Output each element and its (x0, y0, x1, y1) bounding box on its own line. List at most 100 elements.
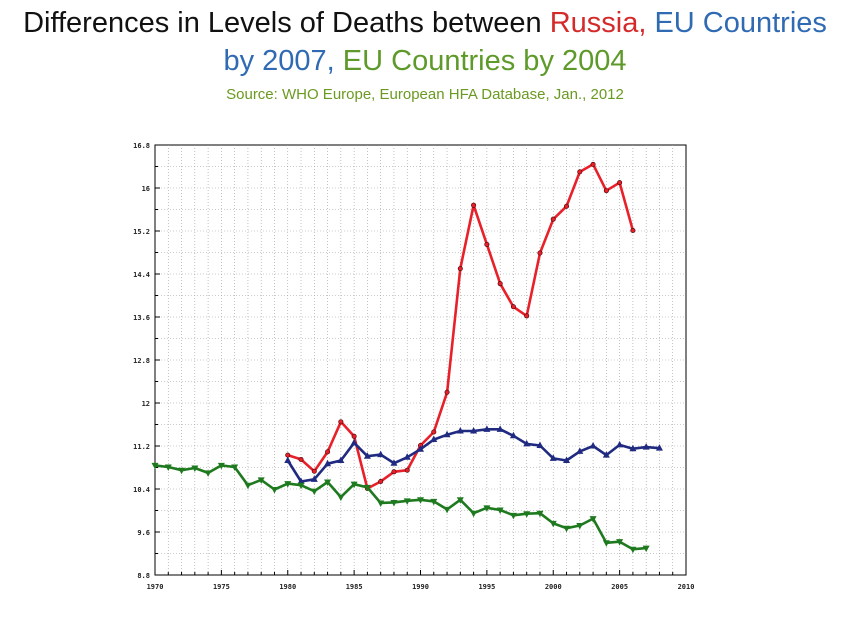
data-point-russia (630, 227, 636, 233)
data-point-russia (431, 429, 437, 435)
y-tick-label: 14.4 (133, 271, 150, 279)
data-point-russia (484, 241, 490, 247)
x-tick-label: 2000 (545, 583, 562, 591)
x-tick-label: 2010 (678, 583, 695, 591)
y-tick-label: 16.8 (133, 142, 150, 150)
data-point-eu2004 (549, 520, 557, 528)
data-point-eu2007 (390, 459, 398, 466)
data-point-eu2004 (589, 516, 597, 523)
data-point-russia (550, 216, 556, 222)
title-prefix: Differences in Levels of Deaths between (23, 7, 550, 39)
x-tick-label: 1995 (478, 583, 495, 591)
data-point-eu2004 (523, 511, 531, 518)
data-point-eu2004 (417, 497, 424, 504)
data-point-eu2004 (324, 479, 332, 487)
data-point-eu2004 (363, 484, 371, 492)
data-point-eu2004 (257, 477, 265, 484)
data-point-eu2004 (642, 545, 650, 553)
data-point-eu2007 (616, 440, 624, 448)
data-point-eu2004 (178, 467, 186, 475)
data-point-eu2004 (390, 499, 398, 507)
data-point-russia (617, 180, 623, 186)
data-point-eu2004 (496, 507, 504, 514)
data-point-eu2004 (217, 462, 225, 470)
data-point-eu2004 (616, 539, 624, 546)
x-tick-label: 1985 (346, 583, 363, 591)
data-point-russia (311, 468, 317, 474)
data-point-russia (391, 469, 397, 475)
data-point-russia (378, 478, 384, 484)
y-tick-label: 12.8 (133, 357, 150, 365)
data-point-russia (603, 188, 609, 194)
title-line-1: Differences in Levels of Deaths between … (0, 4, 850, 42)
data-point-eu2007 (642, 443, 650, 450)
data-point-eu2007 (417, 445, 424, 452)
data-point-eu2004 (563, 525, 571, 533)
chart-title: Differences in Levels of Deaths between … (0, 4, 850, 106)
data-point-eu2004 (310, 488, 318, 496)
data-point-eu2007 (430, 435, 438, 443)
y-tick-label: 10.4 (133, 486, 150, 494)
y-tick-label: 9.6 (137, 529, 150, 537)
title-eu2007-part-b: by 2007, (223, 45, 335, 77)
data-point-eu2004 (377, 500, 385, 507)
data-point-russia (564, 203, 570, 209)
chart-subtitle-source: Source: WHO Europe, European HFA Databas… (226, 86, 624, 103)
data-point-eu2007 (403, 453, 411, 460)
data-point-eu2004 (576, 523, 584, 530)
data-point-eu2007 (655, 444, 663, 451)
data-point-eu2007 (602, 451, 610, 458)
data-point-eu2004 (231, 464, 239, 471)
data-point-russia (510, 304, 516, 310)
data-point-eu2004 (297, 482, 305, 490)
data-point-eu2004 (337, 494, 345, 502)
x-tick-label: 1970 (147, 583, 164, 591)
data-point-eu2007 (456, 426, 464, 434)
data-point-eu2007 (576, 447, 584, 454)
data-point-eu2004 (403, 498, 411, 505)
data-point-russia (537, 250, 543, 256)
x-tick-label: 1990 (412, 583, 429, 591)
data-point-eu2004 (284, 481, 292, 488)
data-point-eu2004 (270, 487, 278, 494)
x-tick-label: 1980 (279, 583, 296, 591)
data-point-russia (497, 281, 503, 287)
data-point-eu2004 (456, 497, 464, 504)
data-point-eu2007 (363, 452, 371, 459)
data-series (151, 161, 663, 554)
data-point-eu2007 (324, 459, 332, 467)
title-line-2: by 2007, EU Countries by 2004 (0, 42, 850, 80)
data-point-eu2004 (350, 481, 358, 489)
plot-area (154, 144, 687, 576)
data-point-eu2007 (549, 454, 557, 461)
x-tick-label: 2005 (611, 583, 628, 591)
data-point-eu2004 (470, 510, 478, 518)
data-point-russia (471, 202, 477, 208)
data-point-eu2007 (350, 438, 358, 446)
y-tick-label: 13.6 (133, 314, 150, 322)
data-point-eu2007 (470, 426, 478, 434)
data-point-russia (590, 161, 596, 167)
data-point-eu2007 (523, 439, 531, 447)
data-point-russia (524, 313, 530, 319)
y-tick-label: 11.2 (133, 443, 150, 451)
data-point-eu2007 (310, 475, 318, 482)
y-tick-label: 16 (142, 185, 150, 193)
data-point-eu2004 (536, 510, 544, 518)
data-point-russia (298, 456, 304, 462)
title-eu2004: EU Countries by 2004 (342, 45, 627, 77)
data-point-eu2004 (151, 462, 159, 470)
data-point-russia (351, 433, 357, 439)
data-point-eu2004 (443, 506, 451, 514)
data-point-eu2007 (483, 425, 491, 432)
data-point-eu2004 (483, 505, 491, 512)
title-russia: Russia, (549, 7, 647, 39)
series-eu2007 (284, 425, 663, 484)
data-point-russia (444, 389, 450, 395)
data-point-eu2004 (191, 465, 199, 473)
data-point-russia (338, 419, 344, 425)
data-point-eu2004 (629, 546, 637, 554)
title-eu2007-part-a: EU Countries (654, 7, 827, 39)
data-point-eu2007 (443, 430, 451, 438)
